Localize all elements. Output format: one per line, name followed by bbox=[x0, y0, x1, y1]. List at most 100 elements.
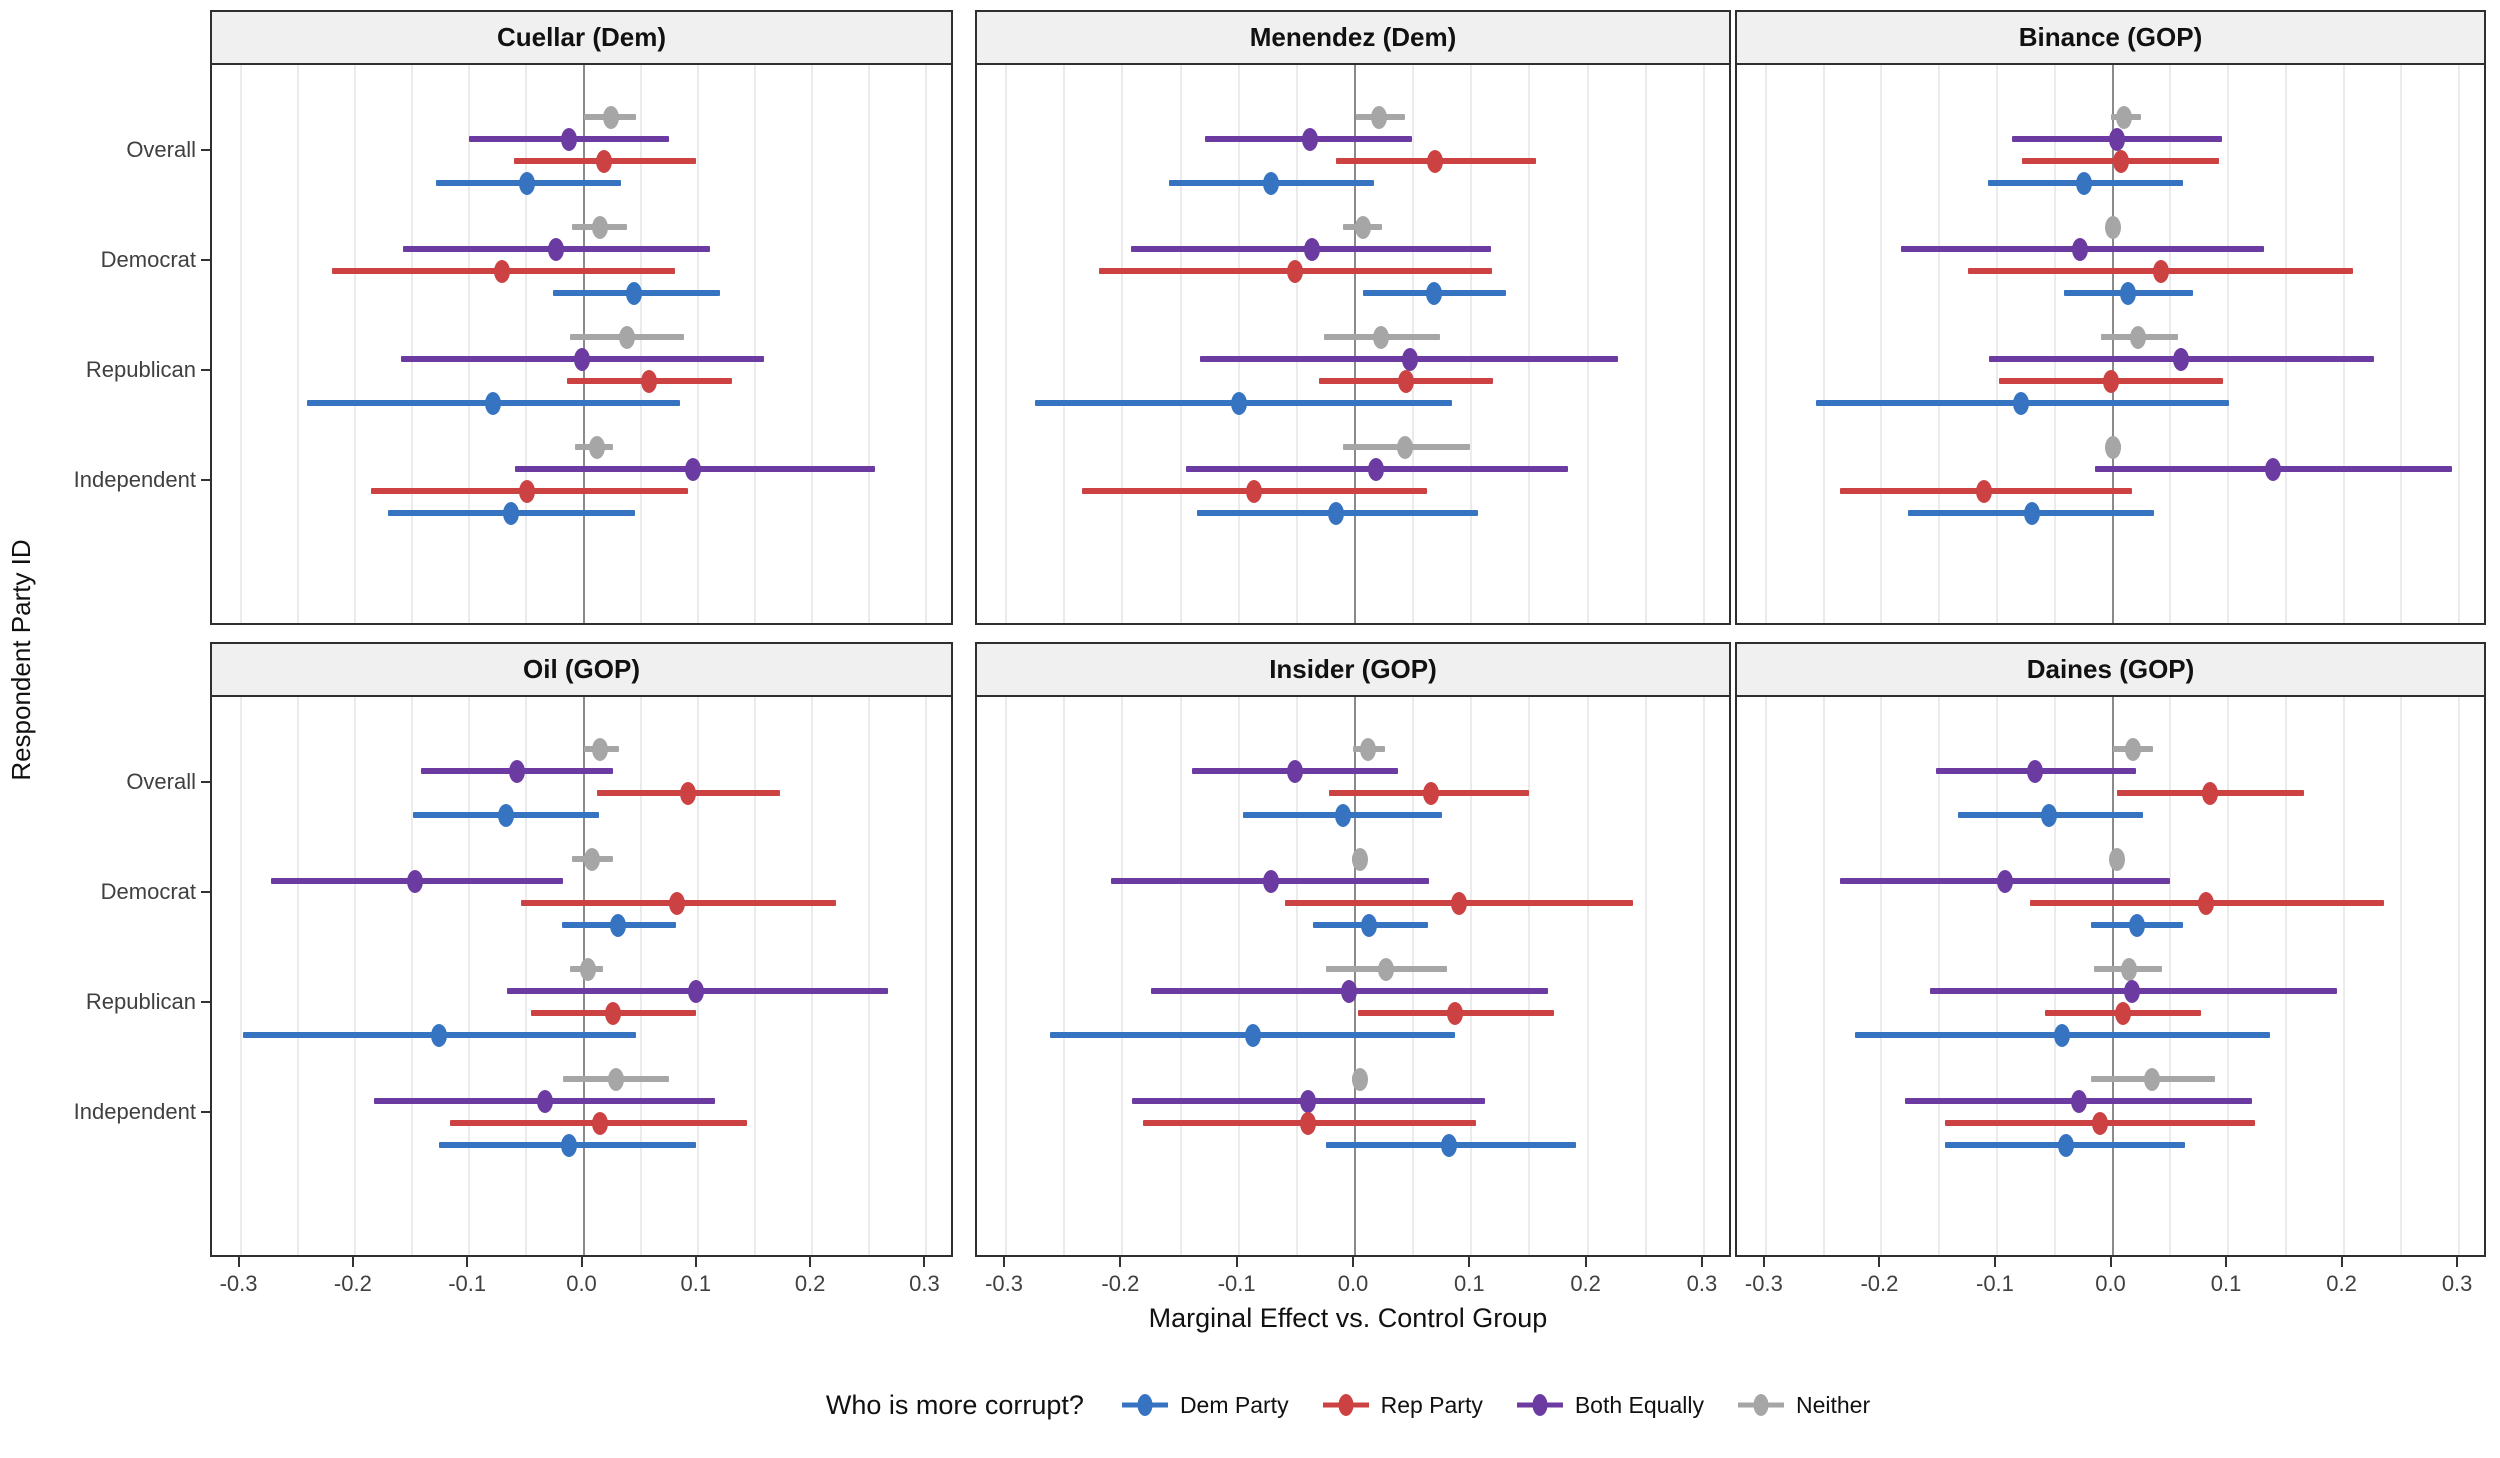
x-tick-mark bbox=[351, 1257, 354, 1267]
estimate-oil-gop-democrat-both-equally bbox=[407, 869, 424, 893]
estimate-cuellar-dem-overall-both-equally bbox=[560, 127, 577, 151]
gridline bbox=[1995, 697, 1998, 1255]
legend-item-dem-party: Dem Party bbox=[1121, 1388, 1289, 1422]
estimate-insider-gop-democrat-rep-party bbox=[1450, 891, 1467, 915]
legend-items: Dem Party Rep Party Both Equally Neither bbox=[1121, 1388, 1870, 1422]
zero-line bbox=[2111, 65, 2114, 623]
gridline bbox=[1470, 697, 1473, 1255]
facet-panel-insider-gop bbox=[975, 697, 1731, 1257]
x-tick-label: 0.1 bbox=[2210, 1271, 2242, 1296]
legend-key-dot bbox=[1338, 1394, 1354, 1416]
gridline bbox=[1412, 65, 1415, 623]
x-axis-title: Marginal Effect vs. Control Group bbox=[1148, 1303, 1548, 1333]
estimate-insider-gop-overall-neither bbox=[1359, 737, 1376, 761]
gridline bbox=[811, 65, 814, 623]
x-tick-mark bbox=[1119, 1257, 1122, 1267]
estimate-oil-gop-democrat-neither bbox=[583, 847, 600, 871]
legend-label: Rep Party bbox=[1380, 1391, 1483, 1418]
estimate-binance-gop-overall-neither bbox=[2116, 105, 2133, 129]
estimate-insider-gop-overall-dem-party bbox=[1335, 803, 1352, 827]
gridline bbox=[1764, 65, 1767, 623]
y-tick-mark bbox=[201, 479, 210, 481]
gridline bbox=[1063, 65, 1066, 623]
legend-item-neither: Neither bbox=[1737, 1388, 1870, 1422]
x-tick-mark bbox=[1700, 1257, 1703, 1267]
estimate-insider-gop-overall-rep-party bbox=[1422, 781, 1439, 805]
estimate-menendez-dem-republican-dem-party bbox=[1230, 391, 1247, 415]
estimate-insider-gop-republican-both-equally bbox=[1341, 979, 1358, 1003]
facet-title-oil-gop: Oil (GOP) bbox=[210, 642, 953, 697]
estimate-menendez-dem-independent-neither bbox=[1397, 435, 1413, 459]
estimate-binance-gop-republican-both-equally bbox=[2172, 347, 2189, 371]
gridline bbox=[811, 697, 814, 1255]
gridline bbox=[1295, 697, 1298, 1255]
estimate-cuellar-dem-republican-rep-party bbox=[640, 369, 657, 393]
estimate-binance-gop-democrat-neither bbox=[2104, 215, 2121, 239]
x-tick-mark bbox=[2340, 1257, 2343, 1267]
x-tick-label: 0.3 bbox=[2441, 1271, 2473, 1296]
estimate-oil-gop-independent-both-equally bbox=[536, 1089, 553, 1113]
estimate-daines-gop-independent-neither bbox=[2143, 1067, 2160, 1091]
estimate-oil-gop-overall-neither bbox=[591, 737, 608, 761]
facet-panel-menendez-dem bbox=[975, 65, 1731, 625]
x-tick-mark bbox=[1584, 1257, 1587, 1267]
estimate-oil-gop-republican-dem-party bbox=[431, 1023, 448, 1047]
zero-line bbox=[582, 65, 585, 623]
y-tick-mark bbox=[201, 1111, 210, 1113]
y-tick-mark bbox=[201, 891, 210, 893]
gridline bbox=[525, 697, 528, 1255]
x-tick-mark bbox=[466, 1257, 469, 1267]
estimate-menendez-dem-republican-both-equally bbox=[1401, 347, 1418, 371]
estimate-menendez-dem-independent-rep-party bbox=[1245, 479, 1262, 503]
gridline bbox=[525, 65, 528, 623]
x-tick-label: 0.0 bbox=[2095, 1271, 2126, 1296]
facet-title-binance-gop: Binance (GOP) bbox=[1735, 10, 2486, 65]
x-tick-mark bbox=[1993, 1257, 1996, 1267]
estimate-cuellar-dem-republican-neither bbox=[618, 325, 635, 349]
gridline bbox=[1237, 697, 1240, 1255]
facet-title-daines-gop: Daines (GOP) bbox=[1735, 642, 2486, 697]
facet-panel-daines-gop bbox=[1735, 697, 2486, 1257]
estimate-binance-gop-independent-both-equally bbox=[2265, 457, 2282, 481]
estimate-daines-gop-republican-dem-party bbox=[2053, 1023, 2070, 1047]
y-tick-label-independent: Independent bbox=[73, 1099, 196, 1124]
gridline bbox=[2342, 65, 2345, 623]
legend-label: Dem Party bbox=[1179, 1391, 1289, 1418]
gridline bbox=[1005, 697, 1008, 1255]
estimate-daines-gop-democrat-neither bbox=[2109, 847, 2126, 871]
gridline bbox=[868, 65, 871, 623]
x-tick-label: 0.1 bbox=[680, 1271, 712, 1296]
gridline bbox=[1644, 65, 1647, 623]
x-tick-label: 0.1 bbox=[1454, 1271, 1485, 1296]
estimate-cuellar-dem-overall-dem-party bbox=[519, 171, 536, 195]
zero-line bbox=[1354, 65, 1356, 623]
estimate-menendez-dem-democrat-neither bbox=[1355, 215, 1372, 239]
estimate-insider-gop-republican-neither bbox=[1378, 957, 1395, 981]
estimate-cuellar-dem-republican-both-equally bbox=[574, 347, 591, 371]
x-tick-mark bbox=[1235, 1257, 1238, 1267]
estimate-menendez-dem-independent-dem-party bbox=[1328, 501, 1345, 525]
gridline bbox=[1586, 697, 1589, 1255]
gridline bbox=[1470, 65, 1473, 623]
x-tick-mark bbox=[237, 1257, 240, 1267]
estimate-insider-gop-republican-rep-party bbox=[1447, 1001, 1464, 1025]
y-axis-title: Respondent Party ID bbox=[6, 539, 36, 781]
y-tick-mark bbox=[201, 259, 210, 261]
gridline bbox=[1528, 65, 1531, 623]
y-tick-mark bbox=[201, 149, 210, 151]
estimate-daines-gop-overall-both-equally bbox=[2027, 759, 2044, 783]
estimate-menendez-dem-democrat-rep-party bbox=[1286, 259, 1303, 283]
gridline bbox=[1121, 65, 1124, 623]
estimate-menendez-dem-overall-dem-party bbox=[1263, 171, 1280, 195]
estimate-menendez-dem-overall-neither bbox=[1371, 105, 1388, 129]
gridline bbox=[753, 65, 756, 623]
x-tick-label: -0.3 bbox=[985, 1271, 1024, 1296]
x-tick-label: 0.3 bbox=[1686, 1271, 1718, 1296]
facet-panel-cuellar-dem bbox=[210, 65, 953, 625]
estimate-insider-gop-independent-rep-party bbox=[1300, 1111, 1317, 1135]
gridline bbox=[1702, 697, 1705, 1255]
gridline bbox=[353, 697, 356, 1255]
x-tick-mark bbox=[2109, 1257, 2112, 1267]
estimate-insider-gop-democrat-neither bbox=[1351, 847, 1368, 871]
gridline bbox=[1938, 65, 1941, 623]
